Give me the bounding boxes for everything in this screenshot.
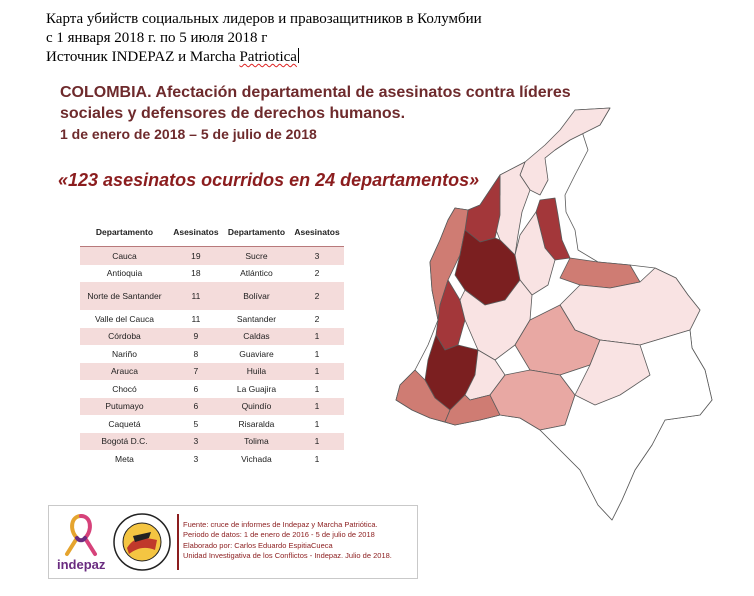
table-row: Caquetá 5 Risaralda 1 [80,415,344,433]
table-cell: Antioquia [106,268,143,279]
table-cell: Cauca [80,246,169,265]
table-cell: Arauca [80,362,169,380]
table-row: Antioquia 18 Atlántico 2 [80,265,344,283]
table-cell: 8 [193,348,199,359]
table-cell: Santander [236,313,277,324]
table-row: Valle del Cauca 11 Santander 2 [80,310,344,328]
table-row: Nariño 8 Guaviare 1 [80,345,344,363]
table-cell: 5 [193,418,199,429]
table-cell: 6 [193,383,199,394]
slide-title-line-1: COLOMBIA. Afectación departamental de as… [60,84,571,101]
table-cell: 1 [314,453,320,464]
table-cell: 2 [314,268,320,279]
table-cell: Risaralda [238,418,275,429]
map-region-cordoba [464,174,501,243]
table-cell: Córdoba [80,327,169,345]
table-row: Norte de Santander 11 Bolívar 2 [80,282,344,310]
table-cell: 3 [168,432,223,450]
table-cell: Bogotá D.C. [80,432,169,450]
footer-line: Periodo de datos: 1 de enero de 2016 - 5… [183,530,375,540]
colombia-map [395,107,713,521]
table-cell: 7 [168,362,223,380]
footer-line: Fuente: cruce de informes de Indepaz y M… [183,520,378,529]
footer-credits: indepaz Fuente: cruce de informes de Ind… [48,505,418,579]
table-cell: 2 [314,313,320,324]
indepaz-logo-text: indepaz [57,557,106,572]
table-row: Bogotá D.C. 3 Tolima 1 [80,432,344,450]
header-departamento-1: Departamento [80,218,169,247]
table-row: Meta 3 Vichada 1 [80,450,344,468]
map-region-southeast [539,329,713,521]
marcha-seal-icon [113,513,171,571]
ribbon-icon [65,514,97,556]
table-cell: Meta [115,453,134,464]
document-header: Карта убийств социальных лидеров и право… [46,10,482,67]
table-cell: Norte de Santander [80,282,169,310]
table-cell: 9 [168,327,223,345]
table-cell: 11 [168,282,223,310]
table-row: Chocó 6 La Guajira 1 [80,380,344,398]
footer-text: Fuente: cruce de informes de Indepaz y M… [183,520,392,561]
slide-title-line-2: sociales y defensores de derechos humano… [60,105,406,122]
table-cell: Huila [222,362,291,380]
indepaz-logo: indepaz [53,510,109,574]
table-cell: 1 [290,327,344,345]
header-asesinatos-2: Asesinatos [290,218,344,247]
table-header-row: Departamento Asesinatos Departamento Ase… [80,218,344,247]
footer-line: Elaborado por: Carlos Eduardo EspitiaCue… [183,540,333,550]
killings-table: Departamento Asesinatos Departamento Ase… [80,218,344,468]
table-row: Putumayo 6 Quindío 1 [80,397,344,415]
table-cell: 3 [290,246,344,265]
table-cell: Vichada [241,453,272,464]
table-row: Arauca 7 Huila 1 [80,362,344,380]
table-cell: 1 [290,397,344,415]
table-cell: Tolima [222,432,291,450]
table-cell: Atlántico [240,268,273,279]
table-cell: La Guajira [236,383,277,394]
table-cell: Bolívar [222,282,291,310]
table-cell: 3 [193,453,199,464]
table-cell: Putumayo [80,397,169,415]
header-asesinatos-1: Asesinatos [168,218,223,247]
table-cell: 19 [168,246,223,265]
table-cell: 1 [290,432,344,450]
table-cell: Quindío [222,397,291,415]
table-cell: Chocó [112,383,137,394]
table-cell: 1 [314,383,320,394]
table-cell: 2 [290,282,344,310]
header-line-2: с 1 января 2018 г. по 5 июля 2018 г [46,30,268,46]
header-line-3[interactable]: Источник INDEPAZ и Marcha Patriotica [46,48,482,67]
footer-line: Unidad Investigativa de los Conflictos -… [183,550,392,560]
marcha-patriotica-logo [111,510,173,574]
header-line-1: Карта убийств социальных лидеров и право… [46,11,482,27]
table-cell: Guaviare [239,348,274,359]
table-cell: 6 [168,397,223,415]
footer-divider [177,514,179,570]
table-cell: Valle del Cauca [95,313,154,324]
map-region-guaviare [574,339,651,406]
table-row: Cauca 19 Sucre 3 [80,246,344,265]
header-departamento-2: Departamento [222,218,291,247]
table-cell: Nariño [111,348,137,359]
table-cell: Caquetá [108,418,141,429]
map-region-guajira [519,107,611,196]
slide-dates: 1 de enero de 2018 – 5 de julio de 2018 [60,126,317,142]
text-cursor [297,48,299,63]
header-source-prefix: Источник INDEPAZ и Marcha [46,49,240,65]
slide-headline: «123 asesinatos ocurridos en 24 departam… [58,170,480,190]
slide-title: COLOMBIA. Afectación departamental de as… [60,82,580,145]
table-cell: Caldas [222,327,291,345]
table-cell: 11 [191,313,201,324]
table-cell: 18 [191,268,201,279]
table-cell: 1 [314,418,320,429]
map-region-santander [514,211,556,296]
table-cell: Sucre [222,246,291,265]
table-row: Córdoba 9 Caldas 1 [80,327,344,345]
table-cell: 1 [314,348,320,359]
map-region-caqueta [489,369,576,431]
table-cell: 1 [290,362,344,380]
header-source-brand: Patriotica [239,49,297,65]
